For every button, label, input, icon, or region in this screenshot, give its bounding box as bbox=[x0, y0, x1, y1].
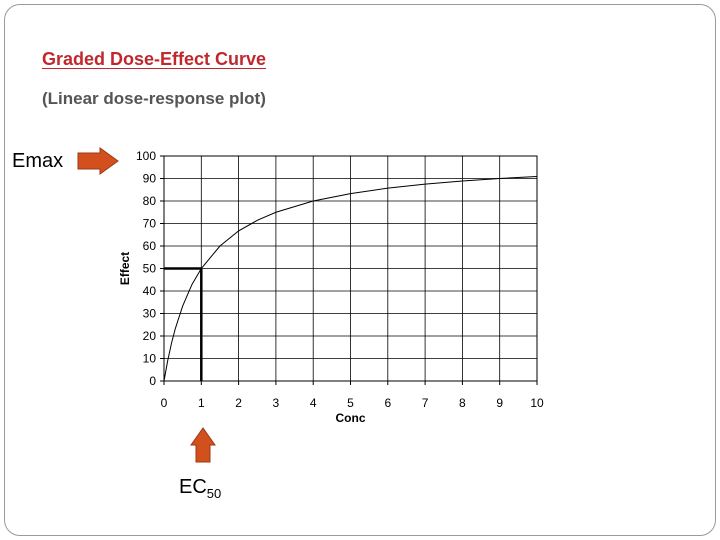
emax-arrow-icon bbox=[77, 147, 119, 175]
slide-title: Graded Dose-Effect Curve bbox=[42, 49, 267, 69]
x-tick-label: 2 bbox=[235, 396, 242, 410]
emax-label: Emax bbox=[12, 150, 64, 172]
slide-subtitle: (Linear dose-response plot) bbox=[42, 89, 266, 108]
ec50-main-text: EC bbox=[179, 476, 207, 498]
ec50-label: EC50 bbox=[179, 476, 221, 501]
x-tick-label: 5 bbox=[347, 396, 354, 410]
y-tick-label: 40 bbox=[143, 284, 157, 298]
x-tick-label: 1 bbox=[198, 396, 205, 410]
y-axis-label: Effect bbox=[118, 252, 132, 285]
x-axis-label: Conc bbox=[336, 411, 366, 425]
x-tick-label: 4 bbox=[310, 396, 317, 410]
x-tick-label: 10 bbox=[530, 396, 544, 410]
y-tick-label: 90 bbox=[143, 172, 157, 186]
x-tick-label: 0 bbox=[161, 396, 168, 410]
y-tick-label: 100 bbox=[136, 149, 156, 163]
y-tick-label: 80 bbox=[143, 194, 157, 208]
y-tick-label: 30 bbox=[143, 307, 157, 321]
x-tick-label: 8 bbox=[459, 396, 466, 410]
ec50-subscript: 50 bbox=[206, 486, 222, 501]
y-tick-label: 20 bbox=[143, 329, 157, 343]
x-tick-label: 6 bbox=[384, 396, 391, 410]
x-tick-label: 3 bbox=[273, 396, 280, 410]
x-tick-label: 9 bbox=[496, 396, 503, 410]
y-tick-label: 60 bbox=[143, 239, 157, 253]
ec50-arrow-icon bbox=[190, 427, 216, 463]
y-tick-label: 0 bbox=[149, 374, 156, 388]
y-tick-label: 70 bbox=[143, 217, 157, 231]
y-tick-label: 10 bbox=[143, 352, 157, 366]
x-tick-label: 7 bbox=[422, 396, 429, 410]
y-tick-label: 50 bbox=[143, 262, 157, 276]
dose-effect-curve bbox=[163, 175, 538, 382]
